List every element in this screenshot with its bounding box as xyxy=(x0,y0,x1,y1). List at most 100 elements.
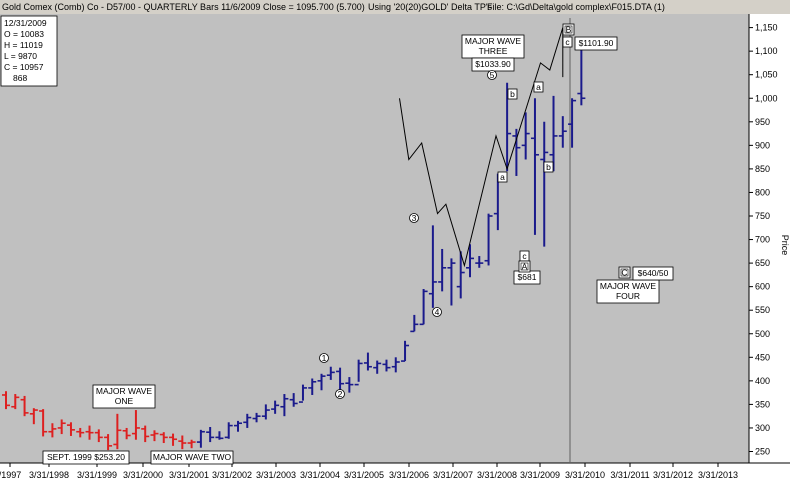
ohlc-bar xyxy=(317,373,326,391)
ohlc-bar xyxy=(484,213,493,266)
ohlc-bar xyxy=(438,248,447,292)
price-axis-panel xyxy=(749,14,790,463)
ohlc-bar xyxy=(11,394,20,410)
wave-box-a2 xyxy=(533,81,544,93)
ohlc-bar xyxy=(540,121,549,247)
ohlc-bar xyxy=(169,433,178,446)
y-tick-label: 1,150 xyxy=(755,23,778,33)
y-tick-label: 450 xyxy=(755,352,770,362)
ohlc-bar xyxy=(29,408,38,425)
ohlc-bar xyxy=(122,427,131,440)
ohlc-bar xyxy=(243,413,252,428)
wave-circle-3 xyxy=(409,213,419,223)
wave-box-b1 xyxy=(507,88,518,100)
ohlc-bar xyxy=(373,360,382,374)
ohlc-bar xyxy=(419,289,428,326)
wave-four-label-text: MAJOR WAVE xyxy=(600,281,657,291)
file-path: File: C:\Gd\Delta\gold complex\F015.DTA … xyxy=(487,2,665,12)
x-tick-label: 3/31/2002 xyxy=(212,470,252,480)
y-tick-label: 750 xyxy=(755,211,770,221)
ohlc-bar xyxy=(428,225,437,308)
y-tick-label: 850 xyxy=(755,164,770,174)
wave-circle-2-text: 2 xyxy=(338,389,343,399)
wave-one-low-text: SEPT. 1999 $253.20 xyxy=(47,452,125,462)
wave-box-a1-text: a xyxy=(500,172,505,182)
ohlc-bar xyxy=(466,244,474,278)
wave-two-label-box xyxy=(150,450,234,465)
y-tick-label: 600 xyxy=(755,282,770,292)
y-tick-label: 1,000 xyxy=(755,93,778,103)
ohlc-bar xyxy=(159,432,168,444)
info-box-line: C = 10957 xyxy=(4,62,44,72)
chart-header: Gold Comex (Comb) Co - D57/00 - QUARTERL… xyxy=(2,0,788,14)
y-tick-label: 550 xyxy=(755,305,770,315)
ohlc-bar xyxy=(261,404,270,420)
ohlc-bar xyxy=(577,46,586,106)
y-tick-label: 300 xyxy=(755,423,770,433)
wave-box-A xyxy=(518,260,531,273)
ohlc-bar xyxy=(521,112,530,160)
price-681-text: $681 xyxy=(518,272,537,282)
x-tick-label: 3/31/2000 xyxy=(123,470,163,480)
ohlc-bar xyxy=(336,367,345,393)
ohlc-bar xyxy=(568,98,577,148)
ohlc-bar xyxy=(298,384,307,403)
wave-box-A-inner xyxy=(520,262,529,271)
ohlc-bar xyxy=(363,352,372,371)
ohlc-bar xyxy=(252,412,261,423)
y-tick-label: 350 xyxy=(755,399,770,409)
price-1101-box xyxy=(574,36,618,51)
x-tick-label: 3/31/2011 xyxy=(610,470,649,480)
ohlc-bar xyxy=(558,116,567,148)
ohlc-bar xyxy=(271,400,280,414)
x-tick-label: 3/31/1998 xyxy=(29,470,69,480)
wave-box-A-text: A xyxy=(522,262,528,272)
y-tick-label: 650 xyxy=(755,258,770,268)
ohlc-bar xyxy=(39,409,48,437)
y-axis-label: Price xyxy=(780,235,790,256)
y-tick-label: 950 xyxy=(755,117,770,127)
ohlc-bar xyxy=(131,410,140,440)
projection-path xyxy=(399,27,564,268)
price-1101-text: $1101.90 xyxy=(579,38,614,48)
wave-box-B-inner xyxy=(564,25,573,34)
ohlc-bar xyxy=(354,359,363,386)
wave-box-B-text: B xyxy=(566,25,572,35)
chart-title: Gold Comex (Comb) Co - D57/00 - QUARTERL… xyxy=(2,2,365,12)
ohlc-bar xyxy=(345,377,354,393)
ohlc-bar xyxy=(104,434,113,451)
date-axis-panel xyxy=(0,463,790,489)
ohlc-bar xyxy=(289,393,298,407)
x-tick-label: 3/31/2012 xyxy=(653,470,693,480)
wave-circle-3-text: 3 xyxy=(412,213,417,223)
wave-four-price-box xyxy=(632,266,674,281)
info-box-line: H = 11019 xyxy=(4,40,43,50)
wave-box-c1-text: c xyxy=(522,251,527,261)
y-tick-label: 500 xyxy=(755,329,770,339)
wave-box-c2-text: c xyxy=(565,37,570,47)
y-tick-label: 250 xyxy=(755,447,770,457)
x-tick-label: 3/31/2009 xyxy=(520,470,560,480)
wave-three-label-text: MAJOR WAVE xyxy=(465,36,522,46)
x-tick-label: /1997 xyxy=(0,470,21,480)
x-tick-label: 3/31/2004 xyxy=(300,470,340,480)
ohlc-bar xyxy=(447,258,456,306)
wave-box-B xyxy=(562,23,575,36)
ohlc-bar xyxy=(150,430,159,442)
ohlc-bar xyxy=(410,314,419,333)
wave-box-b2 xyxy=(543,161,554,173)
y-tick-label: 700 xyxy=(755,235,770,245)
wave-box-a1 xyxy=(497,171,508,183)
ohlc-bar xyxy=(178,435,187,450)
ohlc-bar xyxy=(57,419,66,435)
wave-circle-2 xyxy=(335,389,345,399)
ohlc-bar xyxy=(549,95,558,172)
x-tick-label: 3/31/2008 xyxy=(477,470,517,480)
wave-two-label-text: MAJOR WAVE TWO xyxy=(153,452,232,462)
wave-one-label-box xyxy=(92,384,156,409)
x-tick-label: 3/31/2010 xyxy=(565,470,605,480)
ohlc-bar xyxy=(113,413,122,450)
y-tick-label: 1,050 xyxy=(755,70,778,80)
